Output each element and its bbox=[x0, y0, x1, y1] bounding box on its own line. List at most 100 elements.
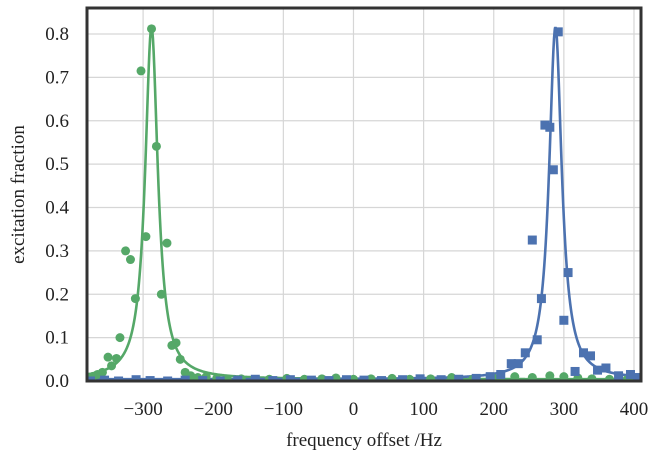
data-point-square bbox=[180, 375, 190, 381]
data-point-square bbox=[563, 268, 573, 278]
data-point-circle bbox=[527, 373, 537, 381]
data-point-square bbox=[377, 376, 387, 381]
plot-frame bbox=[85, 6, 643, 383]
data-point-square bbox=[614, 371, 624, 381]
data-point-circle bbox=[125, 255, 135, 265]
point-layer bbox=[87, 24, 641, 381]
y-tick-label: 0.1 bbox=[45, 328, 69, 349]
data-point-square bbox=[359, 375, 369, 381]
data-point-circle bbox=[405, 374, 415, 381]
data-point-square bbox=[540, 120, 550, 130]
data-point-square bbox=[198, 376, 208, 381]
x-tick-label: 200 bbox=[479, 399, 508, 420]
data-point-square bbox=[454, 374, 464, 381]
data-point-square bbox=[100, 375, 110, 381]
data-point-square bbox=[163, 376, 173, 381]
data-point-circle bbox=[147, 24, 157, 34]
data-point-square bbox=[601, 363, 611, 373]
x-axis-title: frequency offset /Hz bbox=[286, 430, 442, 451]
data-point-square bbox=[548, 165, 558, 175]
data-point-circle bbox=[171, 338, 181, 348]
data-point-circle bbox=[545, 371, 555, 381]
data-point-circle bbox=[299, 374, 309, 381]
data-point-square bbox=[324, 376, 334, 381]
fit-layer bbox=[87, 26, 641, 381]
data-point-square bbox=[536, 294, 546, 304]
y-tick-label: 0.3 bbox=[45, 241, 69, 262]
data-point-square bbox=[513, 359, 523, 369]
data-point-square bbox=[306, 375, 316, 381]
data-point-circle bbox=[111, 353, 121, 363]
data-point-square bbox=[520, 348, 530, 358]
y-tick-label: 0.2 bbox=[45, 284, 69, 305]
data-point-square bbox=[586, 351, 596, 361]
y-tick-label: 0.0 bbox=[45, 371, 69, 392]
data-point-circle bbox=[107, 361, 117, 371]
data-point-square bbox=[131, 375, 141, 381]
data-point-square bbox=[593, 365, 603, 375]
data-point-circle bbox=[151, 141, 161, 151]
x-tick-label: 300 bbox=[550, 399, 579, 420]
data-point-circle bbox=[136, 66, 146, 76]
data-point-square bbox=[632, 373, 641, 381]
data-point-square bbox=[415, 374, 425, 381]
data-point-circle bbox=[156, 289, 166, 299]
data-point-circle bbox=[121, 246, 131, 256]
data-point-circle bbox=[141, 232, 151, 242]
data-point-circle bbox=[510, 372, 520, 381]
data-point-square bbox=[341, 375, 351, 381]
x-tick-label: −200 bbox=[194, 399, 233, 420]
x-tick-label: 100 bbox=[409, 399, 438, 420]
data-point-square bbox=[268, 376, 278, 381]
data-point-circle bbox=[366, 374, 376, 381]
data-point-square bbox=[485, 372, 495, 381]
data-point-circle bbox=[331, 373, 341, 381]
data-point-circle bbox=[604, 374, 614, 381]
data-point-square bbox=[545, 122, 555, 132]
data-point-circle bbox=[162, 238, 172, 248]
data-point-square bbox=[553, 27, 563, 37]
data-point-circle bbox=[317, 374, 327, 381]
x-tick-label: −100 bbox=[264, 399, 303, 420]
y-tick-label: 0.5 bbox=[45, 154, 69, 175]
data-point-square bbox=[506, 359, 516, 369]
y-tick-label: 0.6 bbox=[45, 111, 69, 132]
data-point-square bbox=[250, 374, 260, 381]
data-point-square bbox=[532, 335, 542, 345]
x-tick-label: 0 bbox=[349, 399, 359, 420]
y-axis-title: excitation fraction bbox=[8, 125, 29, 264]
data-point-square bbox=[87, 376, 96, 381]
x-tick-labels: −300 −200 −100 0 100 200 300 400 bbox=[123, 399, 648, 420]
y-tick-label: 0.4 bbox=[45, 198, 69, 219]
data-point-square bbox=[625, 369, 635, 379]
y-tick-labels: 0.0 0.1 0.2 0.3 0.4 0.5 0.6 0.7 0.8 bbox=[45, 24, 69, 392]
data-point-circle bbox=[426, 374, 436, 381]
data-point-square bbox=[527, 235, 537, 245]
data-point-square bbox=[578, 348, 588, 358]
data-point-circle bbox=[387, 373, 397, 381]
y-tick-label: 0.8 bbox=[45, 24, 69, 45]
data-point-circle bbox=[559, 372, 569, 381]
data-point-circle bbox=[115, 333, 125, 343]
data-point-square bbox=[215, 376, 225, 381]
data-point-square bbox=[398, 375, 408, 381]
data-point-circle bbox=[222, 374, 232, 381]
data-point-circle bbox=[447, 373, 457, 381]
data-point-circle bbox=[175, 354, 185, 364]
y-tick-label: 0.7 bbox=[45, 67, 69, 88]
data-point-circle bbox=[130, 294, 140, 304]
data-point-square bbox=[559, 315, 569, 325]
data-point-circle bbox=[103, 352, 113, 362]
data-point-square bbox=[233, 375, 243, 381]
data-point-circle bbox=[587, 374, 597, 381]
data-point-square bbox=[471, 373, 481, 381]
data-point-square bbox=[145, 376, 155, 381]
data-point-circle bbox=[97, 367, 107, 377]
data-point-square bbox=[114, 376, 124, 381]
data-point-square bbox=[570, 366, 580, 376]
data-point-square bbox=[285, 375, 295, 381]
x-tick-label: 400 bbox=[620, 399, 649, 420]
data-point-square bbox=[496, 369, 506, 379]
data-point-circle bbox=[348, 374, 358, 381]
